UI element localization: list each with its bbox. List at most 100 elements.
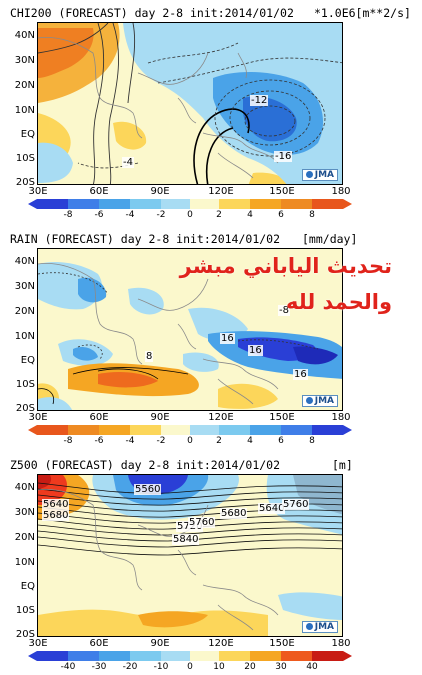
z500-title-text: Z500 (FORECAST) day 2-8 init:2014/01/02 bbox=[10, 458, 281, 472]
lat-label: 30N bbox=[14, 281, 35, 292]
jma-logo: JMA bbox=[301, 395, 338, 407]
lon-label: 60E bbox=[89, 412, 109, 423]
jma-logo-icon bbox=[305, 623, 313, 630]
lat-label: 20N bbox=[14, 306, 35, 317]
lon-label: 90E bbox=[150, 186, 170, 197]
z500-label-5640-w: 5640 bbox=[42, 499, 70, 510]
colorbar-tick: -10 bbox=[153, 662, 169, 672]
chi200-title-text: CHI200 (FORECAST) day 2-8 init:2014/01/0… bbox=[10, 6, 294, 20]
lat-label: 10S bbox=[15, 153, 35, 164]
lon-label: 120E bbox=[208, 186, 234, 197]
colorbar-tick: 8 bbox=[309, 210, 315, 220]
lat-label: EQ bbox=[20, 355, 35, 366]
colorbar-tick: -6 bbox=[94, 436, 104, 446]
z500-label-5560: 5560 bbox=[134, 484, 162, 495]
lon-label: 150E bbox=[269, 638, 295, 649]
colorbar-tick: -8 bbox=[63, 210, 73, 220]
jma-logo: JMA bbox=[301, 169, 338, 181]
rain-label-8: 8 bbox=[145, 351, 154, 362]
lon-label: 60E bbox=[89, 186, 109, 197]
lon-label: 90E bbox=[150, 412, 170, 423]
colorbar-tick: 8 bbox=[309, 436, 315, 446]
z500-label-5760: 5760 bbox=[188, 517, 216, 528]
colorbar-tick: 2 bbox=[216, 210, 222, 220]
arabic-overlay-line1: تحديث الياباني مبشر bbox=[179, 254, 392, 278]
rain-field bbox=[38, 249, 342, 410]
z500-map: 5560 5640 5680 5720 5760 5840 5640 5680 … bbox=[37, 474, 343, 637]
lon-label: 180 bbox=[331, 638, 351, 649]
lat-label: 10N bbox=[14, 331, 35, 342]
colorbar-tick: 20 bbox=[244, 662, 256, 672]
lon-label: 120E bbox=[208, 412, 234, 423]
colorbar-tick: -2 bbox=[156, 436, 166, 446]
z500-panel: Z500 (FORECAST) day 2-8 init:2014/01/02 … bbox=[0, 452, 422, 672]
lon-label: 150E bbox=[269, 412, 295, 423]
lon-label: 180 bbox=[331, 186, 351, 197]
lat-label: 10N bbox=[14, 557, 35, 568]
rain-title-text: RAIN (FORECAST) day 2-8 init:2014/01/02 bbox=[10, 232, 281, 246]
jma-logo-icon bbox=[305, 171, 313, 178]
lat-label: 40N bbox=[14, 482, 35, 493]
chi200-panel: CHI200 (FORECAST) day 2-8 init:2014/01/0… bbox=[0, 0, 422, 220]
chi200-label-neg12: -12 bbox=[250, 95, 269, 106]
rain-units-text: [mm/day] bbox=[302, 232, 358, 246]
lon-label: 90E bbox=[150, 638, 170, 649]
arabic-overlay-line2: والحمد لله bbox=[286, 290, 392, 314]
lat-label: 20S bbox=[15, 177, 35, 188]
colorbar-tick: 30 bbox=[275, 662, 287, 672]
lon-label: 180 bbox=[331, 412, 351, 423]
colorbar-tick: 4 bbox=[247, 210, 253, 220]
colorbar-tick: 6 bbox=[278, 210, 284, 220]
jma-logo-text: JMA bbox=[314, 396, 334, 406]
jma-logo-text: JMA bbox=[314, 622, 334, 632]
rain-label-16-a: 16 bbox=[248, 345, 263, 356]
lat-label: 30N bbox=[14, 507, 35, 518]
z500-units: [m] bbox=[332, 458, 353, 472]
colorbar-tick: -20 bbox=[122, 662, 138, 672]
z500-colorbar bbox=[28, 651, 352, 661]
jma-logo: JMA bbox=[301, 621, 338, 633]
colorbar-tick: 4 bbox=[247, 436, 253, 446]
colorbar-tick: 40 bbox=[306, 662, 318, 672]
lon-label: 30E bbox=[28, 186, 48, 197]
lat-label: EQ bbox=[20, 581, 35, 592]
colorbar-tick: -4 bbox=[125, 436, 135, 446]
chi200-colorbar bbox=[28, 199, 352, 209]
colorbar-tick: -40 bbox=[60, 662, 76, 672]
z500-label-5680-w: 5680 bbox=[42, 510, 70, 521]
z500-units-text: [m] bbox=[332, 458, 353, 472]
lat-label: EQ bbox=[20, 129, 35, 140]
colorbar-tick: 0 bbox=[187, 662, 193, 672]
jma-logo-text: JMA bbox=[314, 170, 334, 180]
colorbar-tick: -2 bbox=[156, 210, 166, 220]
colorbar-tick: 0 bbox=[187, 436, 193, 446]
lat-label: 10N bbox=[14, 105, 35, 116]
rain-map: 8 -8 16 16 16 JMA bbox=[37, 248, 343, 411]
lat-label: 30N bbox=[14, 55, 35, 66]
z500-label-5680-e: 5680 bbox=[220, 508, 248, 519]
lon-label: 30E bbox=[28, 412, 48, 423]
lon-label: 120E bbox=[208, 638, 234, 649]
rain-panel: RAIN (FORECAST) day 2-8 init:2014/01/02 … bbox=[0, 226, 422, 446]
rain-label-neg8: -8 bbox=[278, 305, 290, 316]
z500-title: Z500 (FORECAST) day 2-8 init:2014/01/02 bbox=[10, 458, 280, 472]
rain-title: RAIN (FORECAST) day 2-8 init:2014/01/02 bbox=[10, 232, 280, 246]
jma-logo-icon bbox=[305, 397, 313, 404]
colorbar-tick: -4 bbox=[125, 210, 135, 220]
chi200-title: CHI200 (FORECAST) day 2-8 init:2014/01/0… bbox=[10, 6, 294, 20]
lon-label: 150E bbox=[269, 186, 295, 197]
lon-label: 30E bbox=[28, 638, 48, 649]
rain-label-16-b: 16 bbox=[293, 369, 308, 380]
lat-label: 10S bbox=[15, 379, 35, 390]
chi200-label-neg4: -4 bbox=[122, 157, 134, 168]
lat-label: 40N bbox=[14, 30, 35, 41]
lat-label: 20N bbox=[14, 80, 35, 91]
chi200-units: *1.0E6[m**2/s] bbox=[314, 6, 411, 20]
lat-label: 20S bbox=[15, 403, 35, 414]
colorbar-tick: -30 bbox=[91, 662, 107, 672]
chi200-field bbox=[38, 23, 342, 184]
lat-label: 20N bbox=[14, 532, 35, 543]
z500-label-5640-e: 5640 bbox=[258, 503, 286, 514]
lat-label: 20S bbox=[15, 629, 35, 640]
colorbar-tick: 6 bbox=[278, 436, 284, 446]
